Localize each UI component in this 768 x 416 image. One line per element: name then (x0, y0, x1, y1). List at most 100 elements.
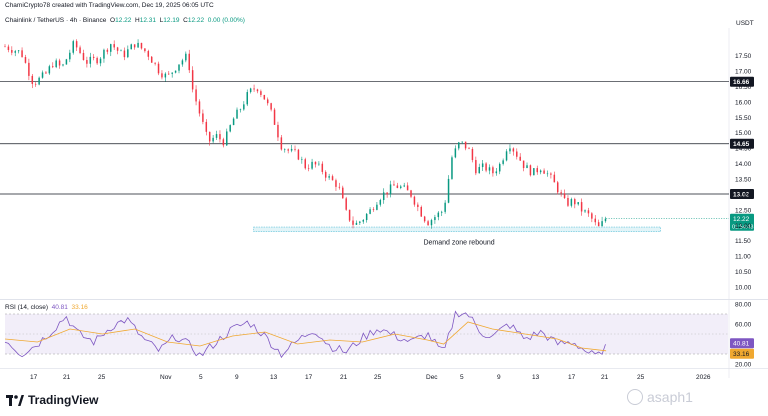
rsi-value-label: 40.81 (733, 341, 750, 348)
level-price-tag (730, 138, 754, 149)
price-candle (567, 197, 569, 206)
price-candle (580, 202, 583, 212)
ohlc-low: 12.19 (163, 17, 180, 24)
price-candle (45, 72, 47, 74)
price-candle (178, 64, 180, 71)
rsi-name[interactable]: RSI (14, close) (5, 304, 48, 311)
price-candle (601, 221, 603, 227)
tradingview-brand: TradingView (28, 393, 99, 407)
price-tick-label: 11.00 (735, 254, 751, 261)
price-candle (17, 50, 20, 52)
price-candle (147, 51, 150, 57)
x-tick-label: 17 (305, 374, 313, 381)
price-candle (130, 44, 132, 50)
price-candle (219, 134, 221, 140)
price-tick-label: 14.00 (735, 161, 752, 168)
x-tick-label: 9 (497, 374, 501, 381)
price-tick-label: 12.00 (735, 223, 752, 230)
price-candle (372, 209, 375, 210)
price-candle (256, 89, 259, 92)
price-candle (294, 148, 296, 150)
price-candle (348, 209, 351, 221)
price-candle (488, 167, 491, 171)
price-candle (79, 47, 81, 53)
price-candle (522, 160, 525, 169)
price-candle (253, 88, 255, 90)
price-tick-label: 10.50 (735, 269, 752, 276)
price-candle (116, 47, 119, 51)
price-candle (509, 148, 511, 152)
price-candle (24, 57, 27, 63)
price-candle (103, 49, 105, 59)
currency-label: USDT (736, 20, 754, 27)
price-candle (65, 59, 68, 65)
price-candle (427, 221, 429, 226)
watermark-text: asaph1 (647, 389, 693, 405)
x-tick-label: 25 (374, 374, 382, 381)
price-candle (55, 60, 57, 68)
x-tick-label: 5 (199, 374, 203, 381)
rsi-value: 40.81 (51, 304, 68, 311)
price-tick-label: 17.00 (735, 69, 752, 76)
price-candle (161, 73, 163, 78)
price-candle (277, 124, 279, 138)
price-candle (406, 185, 409, 191)
price-candle (529, 165, 532, 176)
price-candle (604, 218, 607, 222)
watermark-icon (627, 389, 643, 405)
watermark: asaph1 (627, 389, 693, 405)
price-candle (21, 50, 23, 58)
price-candle (246, 92, 248, 105)
price-candle (58, 60, 61, 66)
price-candle (311, 161, 313, 169)
symbol-name[interactable]: Chainlink / TetherUS · 4h · Binance (5, 17, 107, 24)
rsi-ma-line (4, 321, 607, 352)
rsi-ma-value: 33.16 (71, 304, 88, 311)
price-candle (458, 142, 460, 149)
ohlc-low-label: L (159, 17, 164, 24)
price-candle (4, 46, 6, 48)
x-tick-label: 17 (568, 374, 576, 381)
price-candle (502, 160, 504, 164)
price-candle (516, 151, 518, 157)
price-candle (423, 216, 426, 222)
price-candle (324, 171, 327, 178)
price-candle (164, 73, 167, 78)
price-candle (110, 44, 112, 52)
price-candle (287, 149, 289, 151)
x-tick-label: 13 (532, 374, 540, 381)
price-candle (570, 199, 573, 206)
price-candle (270, 103, 272, 110)
price-candle (208, 131, 211, 142)
price-candle (168, 73, 170, 75)
price-candle (464, 141, 467, 149)
price-candle (304, 159, 306, 169)
price-candle (471, 148, 474, 161)
price-candle (171, 72, 173, 74)
price-candle (14, 51, 16, 53)
price-candle (307, 168, 310, 169)
tradingview-logo[interactable]: TradingView (6, 393, 98, 407)
x-tick-label: 17 (30, 374, 38, 381)
price-candle (41, 72, 44, 78)
price-candle (62, 64, 64, 66)
price-candle (591, 213, 593, 219)
price-candle (82, 52, 85, 61)
x-tick-label: 21 (340, 374, 348, 381)
price-candle (48, 66, 51, 74)
price-tick-label: 13.00 (735, 192, 752, 199)
price-candle (556, 182, 559, 193)
price-candle (191, 70, 194, 90)
price-candle (99, 58, 102, 64)
price-candle (447, 178, 450, 203)
price-candle (113, 44, 115, 48)
price-candle (597, 222, 600, 227)
price-candle (546, 173, 549, 175)
price-candle (584, 210, 586, 212)
price-candle (331, 176, 334, 181)
price-tick-label: 17.50 (735, 53, 752, 60)
price-candle (127, 49, 129, 58)
price-candle (461, 141, 463, 143)
price-candle (335, 180, 337, 187)
